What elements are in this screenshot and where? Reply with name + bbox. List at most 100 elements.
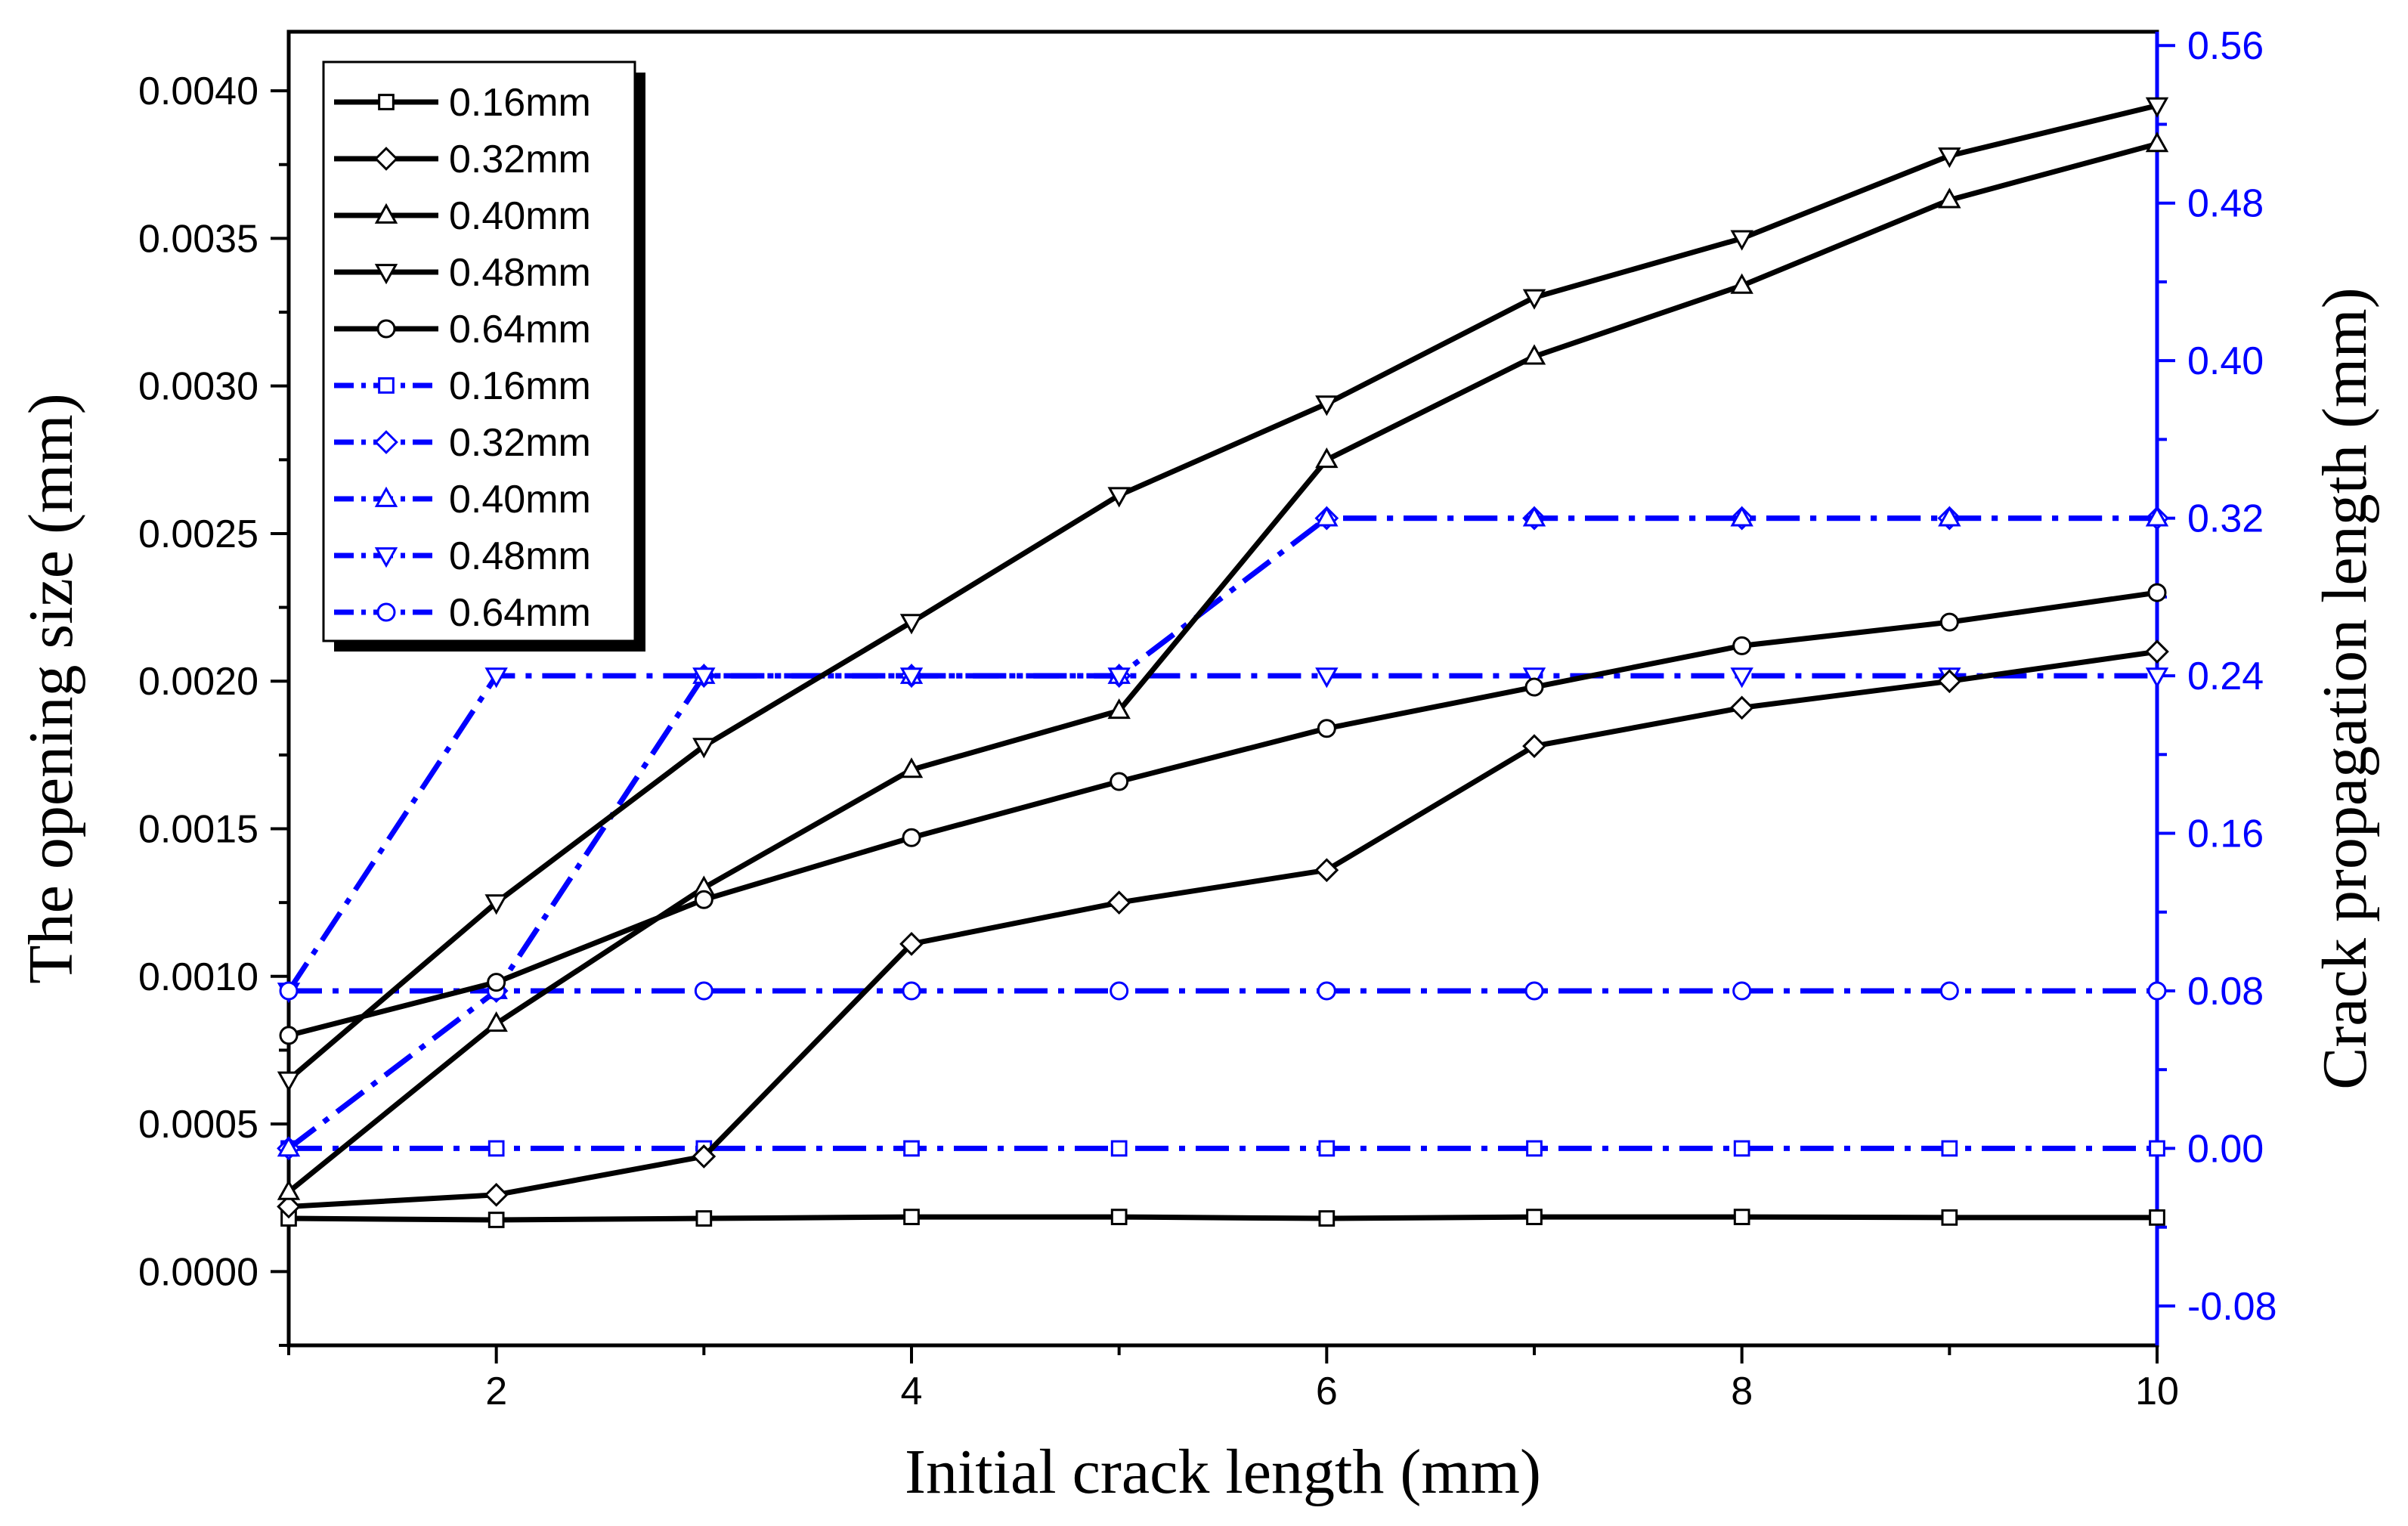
legend-entry-left-0.40mm: 0.40mm bbox=[334, 194, 591, 238]
left-series-point bbox=[2145, 97, 2169, 118]
legend-marker bbox=[374, 264, 398, 285]
left-series-point bbox=[1732, 636, 1752, 655]
left-series-point bbox=[1107, 487, 1131, 508]
right-series-point bbox=[1939, 981, 1959, 1001]
left-series-0.32mm bbox=[277, 639, 2169, 1219]
y-right-tick-label: 0.00 bbox=[2187, 1127, 2264, 1171]
legend-label: 0.16mm bbox=[449, 81, 591, 125]
left-series-point bbox=[1314, 858, 1339, 883]
legend-entry-left-0.48mm: 0.48mm bbox=[334, 251, 591, 295]
left-series-point bbox=[1318, 1210, 1336, 1227]
left-series-point bbox=[1317, 719, 1336, 738]
y-left-tick-label: 0.0005 bbox=[138, 1103, 258, 1147]
left-series-point bbox=[1315, 395, 1339, 416]
left-series-line bbox=[286, 141, 2158, 1194]
right-series-point bbox=[1732, 981, 1752, 1001]
right-series-point bbox=[1526, 1140, 1543, 1157]
left-series-point bbox=[2145, 132, 2169, 153]
y-left-tick-label: 0.0040 bbox=[138, 70, 258, 113]
legend-marker bbox=[374, 203, 398, 224]
right-series-point bbox=[902, 981, 921, 1001]
legend-label: 0.40mm bbox=[449, 194, 591, 238]
x-axis-title: Initial crack length (mm) bbox=[905, 1437, 1541, 1507]
x-tick-label: 10 bbox=[2135, 1370, 2179, 1413]
left-series-point bbox=[1107, 698, 1131, 720]
left-series-point bbox=[279, 1026, 299, 1045]
right-series-line bbox=[286, 673, 2157, 992]
left-series-point bbox=[1730, 273, 1753, 294]
legend-marker bbox=[374, 430, 398, 454]
right-series-point bbox=[1524, 981, 1544, 1001]
y-right-tick-label: 0.16 bbox=[2187, 813, 2264, 856]
left-series-point bbox=[1522, 289, 1546, 310]
right-series-point bbox=[1315, 506, 1339, 527]
y-right-tick-label: 0.08 bbox=[2187, 970, 2264, 1014]
left-series-point bbox=[1107, 890, 1131, 915]
y-right-tick-label: 0.56 bbox=[2187, 24, 2264, 68]
legend-marker bbox=[376, 319, 396, 339]
left-series-point bbox=[1938, 147, 1961, 169]
left-series-point bbox=[692, 1144, 717, 1168]
right-series-point bbox=[2149, 1140, 2165, 1157]
legend-marker bbox=[376, 602, 396, 622]
right-series-point bbox=[1315, 667, 1339, 689]
left-series-point bbox=[277, 1194, 301, 1219]
legend-label: 0.16mm bbox=[449, 364, 591, 408]
y-axis-left-title: The opening size (mm) bbox=[16, 393, 86, 983]
legend-entry-right-0.64mm: 0.64mm bbox=[334, 591, 591, 635]
legend-entry-right-0.16mm: 0.16mm bbox=[334, 364, 591, 408]
left-series-0.48mm bbox=[277, 97, 2169, 1092]
left-series-point bbox=[277, 1071, 301, 1092]
right-series-point bbox=[2145, 667, 2169, 689]
left-series-0.40mm bbox=[277, 132, 2169, 1200]
legend-marker bbox=[378, 94, 395, 110]
left-series-line bbox=[288, 1214, 2157, 1223]
left-series-point bbox=[1315, 447, 1339, 469]
right-series-point bbox=[899, 667, 924, 689]
left-series-point bbox=[484, 894, 508, 915]
left-series-point bbox=[2145, 639, 2169, 664]
legend-label: 0.40mm bbox=[449, 478, 591, 522]
left-series-point bbox=[903, 1209, 920, 1225]
right-series-point bbox=[487, 1140, 505, 1157]
legend-entry-left-0.64mm: 0.64mm bbox=[334, 308, 591, 351]
left-series-point bbox=[1729, 695, 1754, 720]
legend-label: 0.64mm bbox=[449, 591, 591, 635]
left-series-line bbox=[288, 590, 2158, 1038]
left-series-point bbox=[1941, 1209, 1958, 1226]
right-series-point bbox=[1110, 1140, 1128, 1157]
left-series-point bbox=[1526, 1209, 1543, 1225]
left-series-point bbox=[899, 614, 924, 635]
legend-entry-right-0.48mm: 0.48mm bbox=[334, 534, 591, 578]
y-left-tick-label: 0.0035 bbox=[138, 217, 258, 261]
left-series-point bbox=[695, 1210, 713, 1227]
left-series-point bbox=[1522, 734, 1546, 759]
right-series-point bbox=[903, 1140, 920, 1157]
legend-label: 0.48mm bbox=[449, 251, 591, 295]
right-series-line bbox=[286, 515, 2157, 1151]
right-series-point bbox=[484, 667, 508, 689]
right-series-point bbox=[1733, 1140, 1750, 1157]
left-series-point bbox=[1110, 1209, 1128, 1225]
right-series-0.48mm bbox=[277, 667, 2169, 1004]
legend-label: 0.32mm bbox=[449, 421, 591, 465]
right-series-point bbox=[1730, 667, 1753, 689]
left-series-point bbox=[1522, 344, 1546, 365]
legend-entry-left-0.32mm: 0.32mm bbox=[334, 138, 591, 181]
y-left-tick-label: 0.0000 bbox=[138, 1250, 258, 1294]
left-series-point bbox=[277, 1179, 301, 1200]
left-series-point bbox=[1733, 1209, 1750, 1225]
right-series-point bbox=[1522, 506, 1546, 527]
left-series-line bbox=[288, 648, 2158, 1209]
right-series-0.64mm bbox=[279, 981, 2167, 1001]
right-series-point bbox=[2145, 506, 2169, 527]
y-right-tick-label: 0.40 bbox=[2187, 339, 2264, 383]
legend-entry-right-0.32mm: 0.32mm bbox=[334, 421, 591, 465]
left-series-point bbox=[899, 757, 924, 778]
left-series-point bbox=[692, 738, 716, 759]
y-left-tick-label: 0.0025 bbox=[138, 512, 258, 556]
left-series-point bbox=[899, 931, 924, 956]
right-series-point bbox=[1107, 667, 1131, 689]
left-series-line bbox=[286, 103, 2158, 1082]
left-series-point bbox=[2147, 583, 2167, 602]
